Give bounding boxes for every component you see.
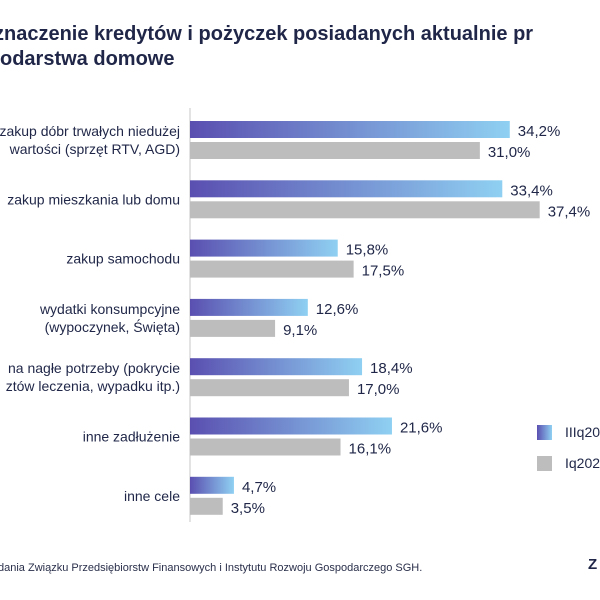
bar-series-1 <box>190 239 338 257</box>
data-label-series-1: 18,4% <box>370 360 413 377</box>
legend-label-series-1: IIIq20 <box>565 424 600 440</box>
source-footnote: dania Związku Przedsiębiorstw Finansowyc… <box>0 562 423 574</box>
data-label-series-1: 33,4% <box>510 182 553 199</box>
category-label: (wypoczynek, Święta) <box>45 318 180 335</box>
data-label-series-2: 37,4% <box>548 203 591 220</box>
category-label: wartości (sprzęt RTV, AGD) <box>9 141 180 157</box>
category-label: zakup mieszkania lub domu <box>7 191 180 207</box>
category-label: zakup dóbr trwałych niedużej <box>0 123 180 139</box>
bar-series-2 <box>190 142 480 159</box>
data-label-series-2: 3,5% <box>231 500 265 517</box>
category-label: na nagłe potrzeby (pokrycie <box>8 360 180 376</box>
data-label-series-2: 17,5% <box>362 263 405 280</box>
chart-title: znaczenie kredytów i pożyczek posiadanyc… <box>0 22 533 72</box>
bar-series-1 <box>190 417 392 435</box>
legend-label-series-2: Iq202 <box>565 455 600 471</box>
data-label-series-1: 21,6% <box>400 420 443 437</box>
category-label: zakup samochodu <box>66 251 180 267</box>
data-label-series-2: 9,1% <box>283 322 317 339</box>
bar-series-1 <box>190 476 234 494</box>
category-label: inne zadłużenie <box>83 429 181 445</box>
data-label-series-1: 15,8% <box>346 242 389 259</box>
bar-series-2 <box>190 379 349 397</box>
bar-series-1 <box>190 180 503 198</box>
bar-series-1 <box>190 298 308 316</box>
data-label-series-2: 31,0% <box>488 144 531 161</box>
legend-swatch-series-2 <box>537 456 552 471</box>
bar-series-2 <box>190 319 276 337</box>
bar-series-2 <box>190 438 341 456</box>
bar-series-2 <box>190 260 354 278</box>
publisher-logo: Z <box>588 556 598 573</box>
chart-title-line-1: znaczenie kredytów i pożyczek posiadanyc… <box>0 23 534 45</box>
chart-title-line-2: odarstwa domowe <box>0 48 175 70</box>
bar-series-1 <box>190 121 510 138</box>
bar-series-2 <box>190 201 540 219</box>
bar-series-1 <box>190 358 363 376</box>
data-label-series-2: 16,1% <box>349 441 392 458</box>
data-label-series-2: 17,0% <box>357 381 400 398</box>
legend-swatch-series-1 <box>537 425 552 440</box>
category-label: ztów leczenia, wypadku itp.) <box>6 378 180 394</box>
data-label-series-1: 34,2% <box>518 123 561 140</box>
data-label-series-1: 4,7% <box>242 479 276 496</box>
category-label: inne cele <box>124 488 180 504</box>
category-label: wydatki konsumpcyjne <box>39 301 180 317</box>
bar-series-2 <box>190 497 223 515</box>
data-label-series-1: 12,6% <box>316 301 359 318</box>
